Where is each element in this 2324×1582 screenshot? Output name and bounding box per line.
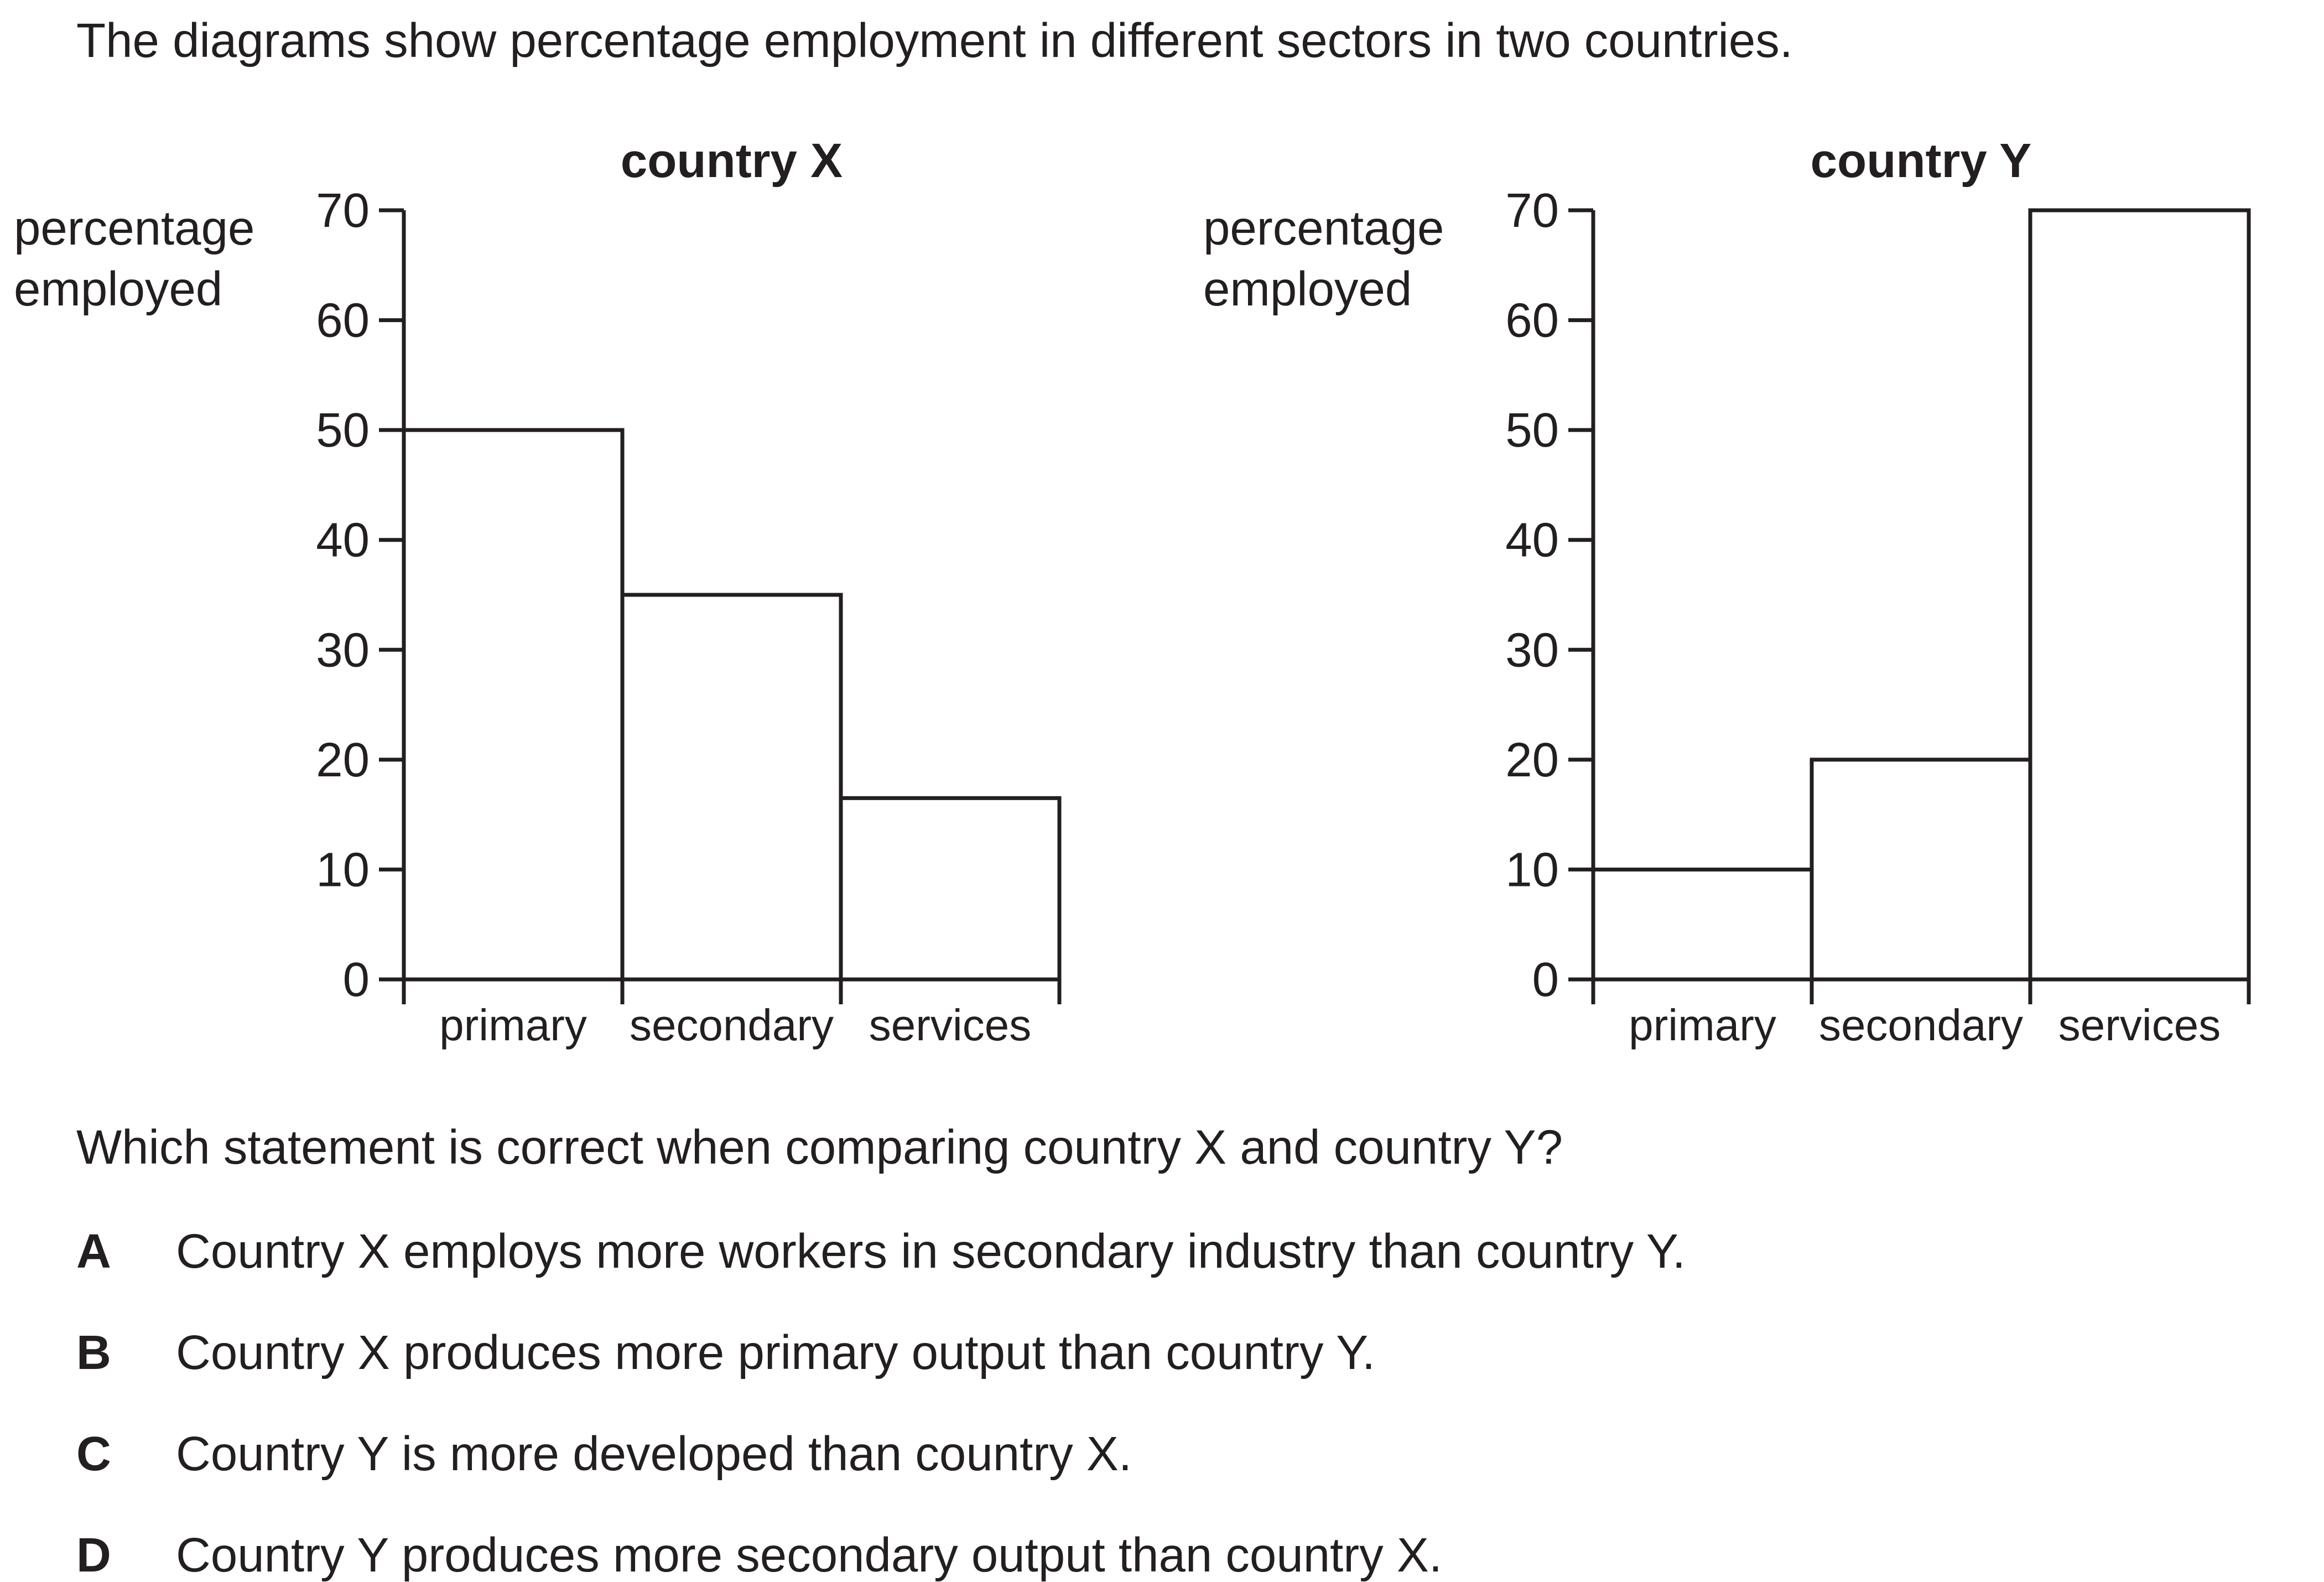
chart-x-category-primary: primary <box>439 1000 587 1050</box>
chart-y-category-services: services <box>2058 1000 2221 1050</box>
option-a-text: Country X employs more workers in second… <box>176 1225 1686 1278</box>
chart-y-ytick-label-70: 70 <box>1505 184 1559 237</box>
option-b-letter: B <box>76 1326 111 1379</box>
chart-y-ytick-label-10: 10 <box>1505 843 1559 896</box>
chart-y-ytick-label-0: 0 <box>1532 953 1559 1007</box>
chart-y-bar-primary <box>1591 867 1814 982</box>
chart-y: country Y percentage employed 0 10 20 30 40 50 60… <box>1203 134 2251 1050</box>
chart-x-ytick-label-20: 20 <box>316 733 370 787</box>
option-d-text: Country Y produces more secondary output… <box>176 1528 1443 1582</box>
question-text: Which statement is correct when comparin… <box>76 1121 1563 1174</box>
option-a-letter: A <box>76 1225 111 1278</box>
chart-x-ytick-label-70: 70 <box>316 184 370 237</box>
chart-x-ytick-label-60: 60 <box>316 294 370 347</box>
chart-y-bar-secondary <box>1810 758 2032 982</box>
option-c-letter: C <box>76 1427 111 1481</box>
chart-x-ytick-label-10: 10 <box>316 843 370 896</box>
chart-x-category-services: services <box>869 1000 1031 1050</box>
chart-y-ytick-label-60: 60 <box>1505 294 1559 347</box>
chart-x-bar-services <box>839 796 1062 982</box>
chart-x-ytick-label-50: 50 <box>316 403 370 457</box>
option-b-text: Country X produces more primary output t… <box>176 1326 1376 1379</box>
chart-x-ytick-label-0: 0 <box>343 953 370 1007</box>
question-stem: The diagrams show percentage employment … <box>76 14 1793 68</box>
option-d-letter: D <box>76 1528 111 1582</box>
chart-x-ylabel-line-2: employed <box>14 262 222 316</box>
chart-y-category-primary: primary <box>1629 1000 1776 1050</box>
chart-x-ylabel-line-1: percentage <box>14 201 254 255</box>
chart-x-bar-secondary <box>620 593 843 982</box>
chart-y-ytick-label-20: 20 <box>1505 733 1559 787</box>
chart-y-ytick-label-40: 40 <box>1505 513 1559 567</box>
chart-y-title: country Y <box>1811 134 2032 188</box>
chart-x: country X percentage employed 0 10 20 30 40 50 60… <box>14 134 1062 1050</box>
chart-x-ytick-label-30: 30 <box>316 623 370 677</box>
chart-x-ytick-label-40: 40 <box>316 513 370 567</box>
chart-x-bar-primary <box>402 428 625 982</box>
chart-y-ytick-label-30: 30 <box>1505 623 1559 677</box>
chart-y-ylabel-line-1: percentage <box>1203 201 1444 255</box>
chart-x-category-secondary: secondary <box>630 1000 834 1050</box>
chart-y-ytick-label-50: 50 <box>1505 403 1559 457</box>
chart-y-category-secondary: secondary <box>1819 1000 2023 1050</box>
chart-y-ylabel-line-2: employed <box>1203 262 1412 316</box>
chart-y-bar-services <box>2028 208 2251 982</box>
option-c-text: Country Y is more developed than country… <box>176 1427 1132 1481</box>
chart-x-title: country X <box>621 134 843 188</box>
